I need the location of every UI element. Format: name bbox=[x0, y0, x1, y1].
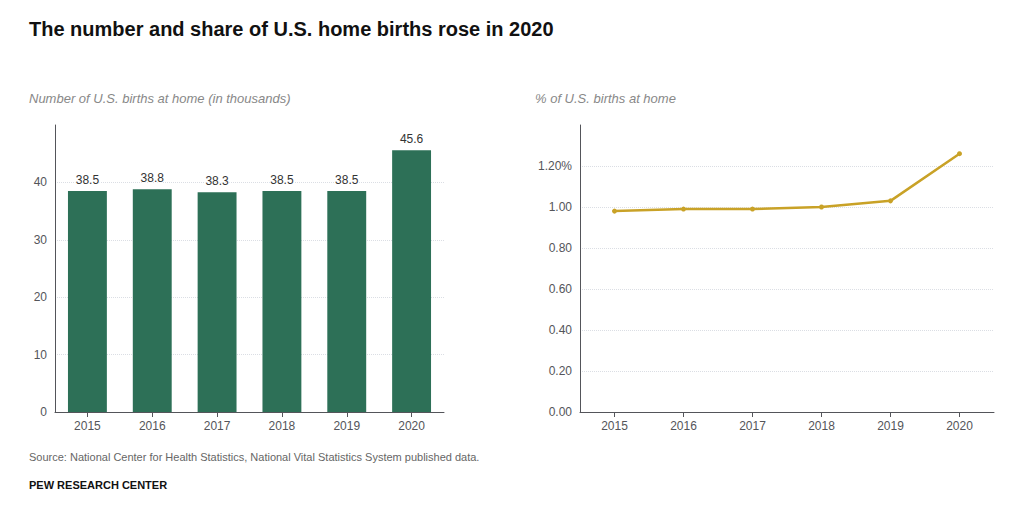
svg-text:2019: 2019 bbox=[333, 419, 360, 433]
svg-text:2015: 2015 bbox=[74, 419, 101, 433]
svg-text:2018: 2018 bbox=[808, 419, 835, 433]
svg-text:2019: 2019 bbox=[877, 419, 904, 433]
svg-text:40: 40 bbox=[34, 175, 48, 189]
svg-text:38.5: 38.5 bbox=[270, 173, 294, 187]
svg-text:2020: 2020 bbox=[946, 419, 973, 433]
svg-text:2015: 2015 bbox=[601, 419, 628, 433]
svg-text:2018: 2018 bbox=[269, 419, 296, 433]
svg-text:Number of U.S. births at home: Number of U.S. births at home (in thousa… bbox=[29, 91, 291, 106]
svg-text:PEW RESEARCH CENTER: PEW RESEARCH CENTER bbox=[29, 479, 167, 491]
svg-text:0.00: 0.00 bbox=[549, 405, 573, 419]
svg-text:38.3: 38.3 bbox=[205, 174, 229, 188]
svg-text:0.40: 0.40 bbox=[549, 323, 573, 337]
svg-text:2016: 2016 bbox=[139, 419, 166, 433]
svg-text:30: 30 bbox=[34, 233, 48, 247]
svg-text:38.5: 38.5 bbox=[76, 173, 100, 187]
svg-text:2017: 2017 bbox=[204, 419, 231, 433]
svg-text:2016: 2016 bbox=[670, 419, 697, 433]
svg-text:0: 0 bbox=[40, 405, 47, 419]
svg-text:0.60: 0.60 bbox=[549, 282, 573, 296]
svg-text:2017: 2017 bbox=[739, 419, 766, 433]
svg-text:0.80: 0.80 bbox=[549, 241, 573, 255]
svg-text:38.8: 38.8 bbox=[141, 171, 165, 185]
svg-text:1.00: 1.00 bbox=[549, 200, 573, 214]
svg-text:2020: 2020 bbox=[398, 419, 425, 433]
svg-text:38.5: 38.5 bbox=[335, 173, 359, 187]
svg-text:45.6: 45.6 bbox=[400, 132, 424, 146]
svg-text:% of U.S. births at home: % of U.S. births at home bbox=[535, 91, 676, 106]
svg-text:20: 20 bbox=[34, 290, 48, 304]
svg-text:0.20: 0.20 bbox=[549, 364, 573, 378]
svg-text:The number and share of U.S. h: The number and share of U.S. home births… bbox=[29, 18, 554, 40]
svg-text:1.20%: 1.20% bbox=[538, 159, 572, 173]
svg-text:Source: National Center for He: Source: National Center for Health Stati… bbox=[29, 451, 479, 463]
svg-text:10: 10 bbox=[34, 348, 48, 362]
